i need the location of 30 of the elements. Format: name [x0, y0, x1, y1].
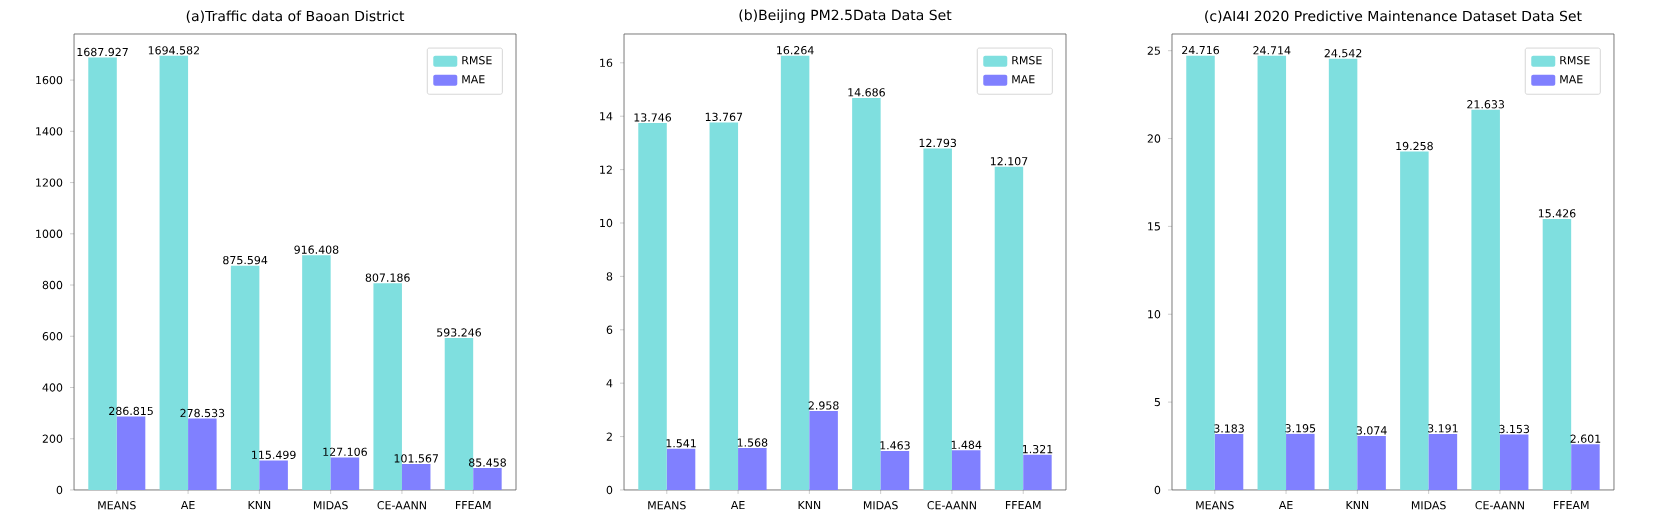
bar: [1400, 151, 1429, 490]
bar: [1499, 434, 1529, 490]
bar: [330, 457, 360, 490]
bar: [116, 416, 146, 490]
bar: [951, 450, 981, 490]
bar: [188, 418, 217, 490]
bar: [709, 122, 739, 490]
bar: [666, 448, 696, 490]
bar: [1023, 454, 1052, 490]
bar: [923, 148, 952, 490]
bar: [738, 448, 767, 490]
bar: [994, 166, 1024, 490]
bar: [1257, 55, 1287, 490]
bar: [1571, 444, 1600, 490]
bar: [852, 97, 881, 490]
bar: [473, 468, 502, 490]
bar: [880, 450, 910, 490]
bar: [401, 463, 431, 490]
bar: [1186, 55, 1215, 490]
bar: [809, 411, 838, 490]
bar: [1542, 218, 1572, 490]
bar: [1214, 434, 1244, 490]
bar: [1328, 58, 1358, 490]
bar: [259, 460, 288, 490]
bar: [780, 55, 810, 490]
bar: [638, 122, 667, 490]
bar: [1357, 435, 1386, 490]
bar: [1428, 433, 1458, 490]
bar: [1471, 109, 1500, 490]
bar: [1286, 433, 1315, 490]
